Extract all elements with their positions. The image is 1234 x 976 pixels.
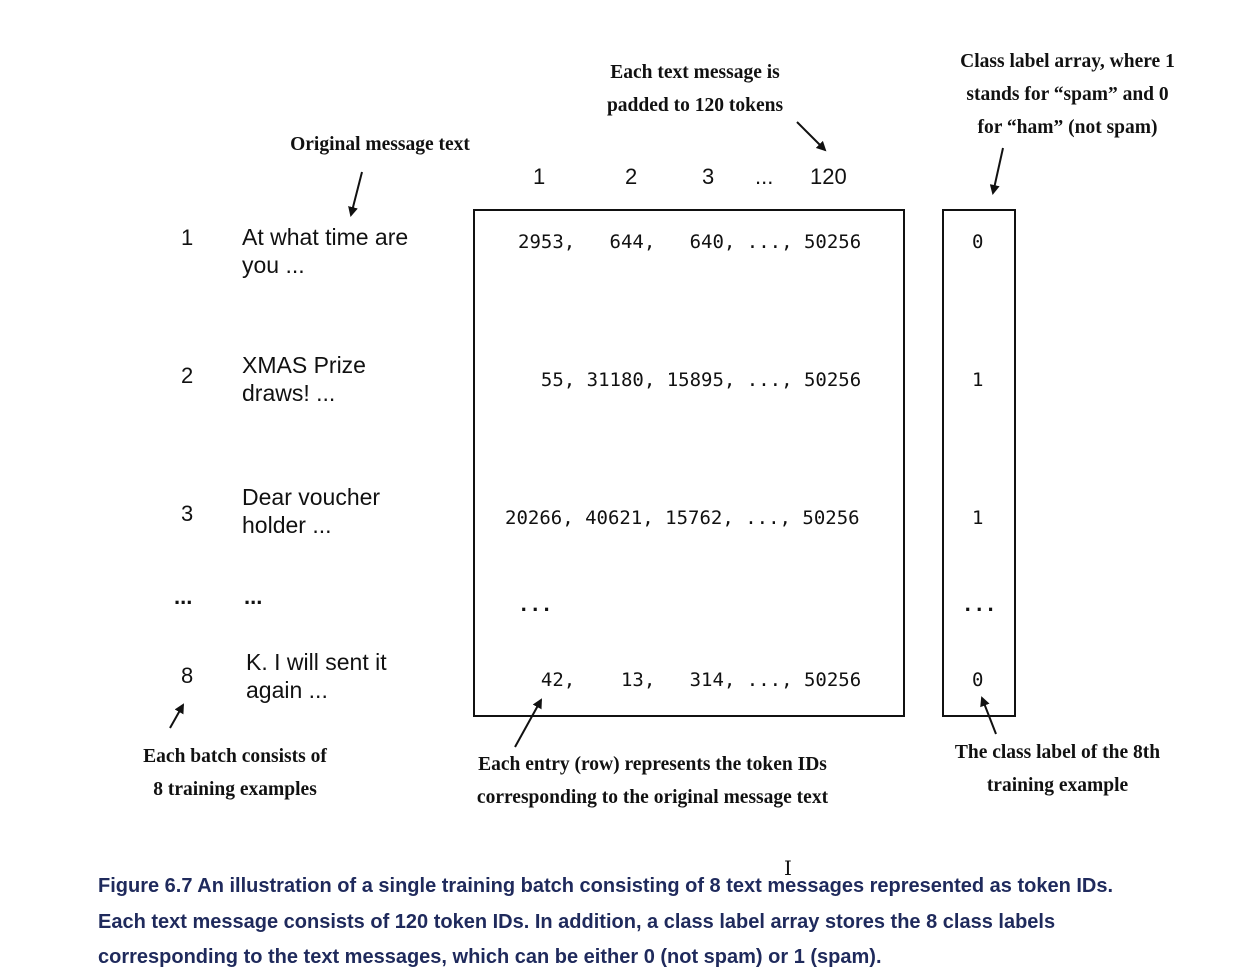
- batch-annotation-line2: 8 training examples: [153, 779, 317, 800]
- entry-annotation-line2: corresponding to the original message te…: [476, 787, 829, 808]
- class-label-value: 1: [972, 507, 984, 529]
- batch-annotation-line1: Each batch consists of: [143, 746, 327, 767]
- column-header: 1: [533, 164, 546, 189]
- class-label-annotation: Class label array, where 1 stands for “s…: [930, 45, 1205, 144]
- message-line: Dear voucher: [242, 484, 381, 510]
- row-index: 1: [181, 225, 194, 250]
- text-cursor-icon: I: [784, 856, 792, 880]
- label8-annotation-line2: training example: [986, 775, 1129, 796]
- row-index-ellipsis: ...: [174, 584, 193, 609]
- token-ids-row: 20266, 40621, 15762, ..., 50256: [505, 507, 860, 529]
- message-line: again ...: [246, 677, 328, 703]
- entry-annotation-line1: Each entry (row) represents the token ID…: [478, 754, 827, 775]
- caption-line: Each text message consists of 120 token …: [98, 910, 1056, 933]
- row-index: 3: [181, 501, 194, 526]
- class-label-ellipsis: ...: [962, 594, 997, 616]
- message-line: K. I will sent it: [246, 649, 387, 675]
- arrow-original-text: [348, 171, 363, 217]
- message-line: XMAS Prize: [242, 352, 366, 378]
- arrow-label8: [980, 696, 997, 735]
- column-header: 3: [702, 164, 715, 189]
- token-id-matrix-box: [473, 209, 905, 717]
- arrow-batch: [169, 703, 184, 729]
- caption-line: corresponding to the text messages, whic…: [98, 946, 882, 968]
- padded-annotation-line2: padded to 120 tokens: [606, 95, 784, 116]
- label8-annotation-line1: The class label of the 8th: [954, 742, 1161, 763]
- class-annotation-line2: stands for “spam” and 0: [966, 84, 1169, 105]
- label8-annotation: The class label of the 8th training exam…: [925, 736, 1190, 802]
- message-line: At what time are: [242, 224, 409, 250]
- token-ids-row: 55, 31180, 15895, ..., 50256: [518, 369, 862, 391]
- class-annotation-line3: for “ham” (not spam): [977, 117, 1158, 138]
- message-text-ellipsis: ...: [244, 584, 263, 609]
- token-ids-ellipsis: ...: [518, 594, 553, 616]
- message-text: XMAS Prize draws! ...: [242, 351, 366, 407]
- message-text: Dear voucher holder ...: [242, 483, 380, 539]
- column-header: 120: [810, 164, 847, 189]
- message-line: draws! ...: [242, 380, 336, 406]
- class-label-array-box: [942, 209, 1016, 717]
- class-label-value: 0: [972, 669, 984, 691]
- class-label-value: 1: [972, 369, 984, 391]
- message-line: holder ...: [242, 512, 332, 538]
- arrow-class-label-array: [989, 147, 1004, 195]
- class-label-value: 0: [972, 231, 984, 253]
- token-ids-row: 42, 13, 314, ..., 50256: [518, 669, 862, 691]
- message-line: you ...: [242, 252, 305, 278]
- column-header: ...: [755, 164, 774, 189]
- arrow-entry-row: [514, 698, 542, 748]
- figure-caption: Figure 6.7 An illustration of a single t…: [98, 869, 1228, 976]
- arrow-padded: [796, 121, 827, 152]
- token-ids-row: 2953, 644, 640, ..., 50256: [518, 231, 862, 253]
- message-text: K. I will sent it again ...: [246, 648, 387, 704]
- padded-annotation-line1: Each text message is: [610, 62, 780, 83]
- original-text-annotation: Original message text: [290, 134, 470, 155]
- row-index: 8: [181, 663, 194, 688]
- column-header: 2: [625, 164, 638, 189]
- class-annotation-line1: Class label array, where 1: [960, 51, 1175, 72]
- entry-annotation: Each entry (row) represents the token ID…: [430, 748, 875, 814]
- caption-line: Figure 6.7 An illustration of a single t…: [98, 875, 1114, 897]
- row-index: 2: [181, 363, 194, 388]
- padded-annotation: Each text message is padded to 120 token…: [560, 56, 830, 122]
- message-text: At what time are you ...: [242, 223, 408, 279]
- batch-annotation: Each batch consists of 8 training exampl…: [110, 740, 360, 806]
